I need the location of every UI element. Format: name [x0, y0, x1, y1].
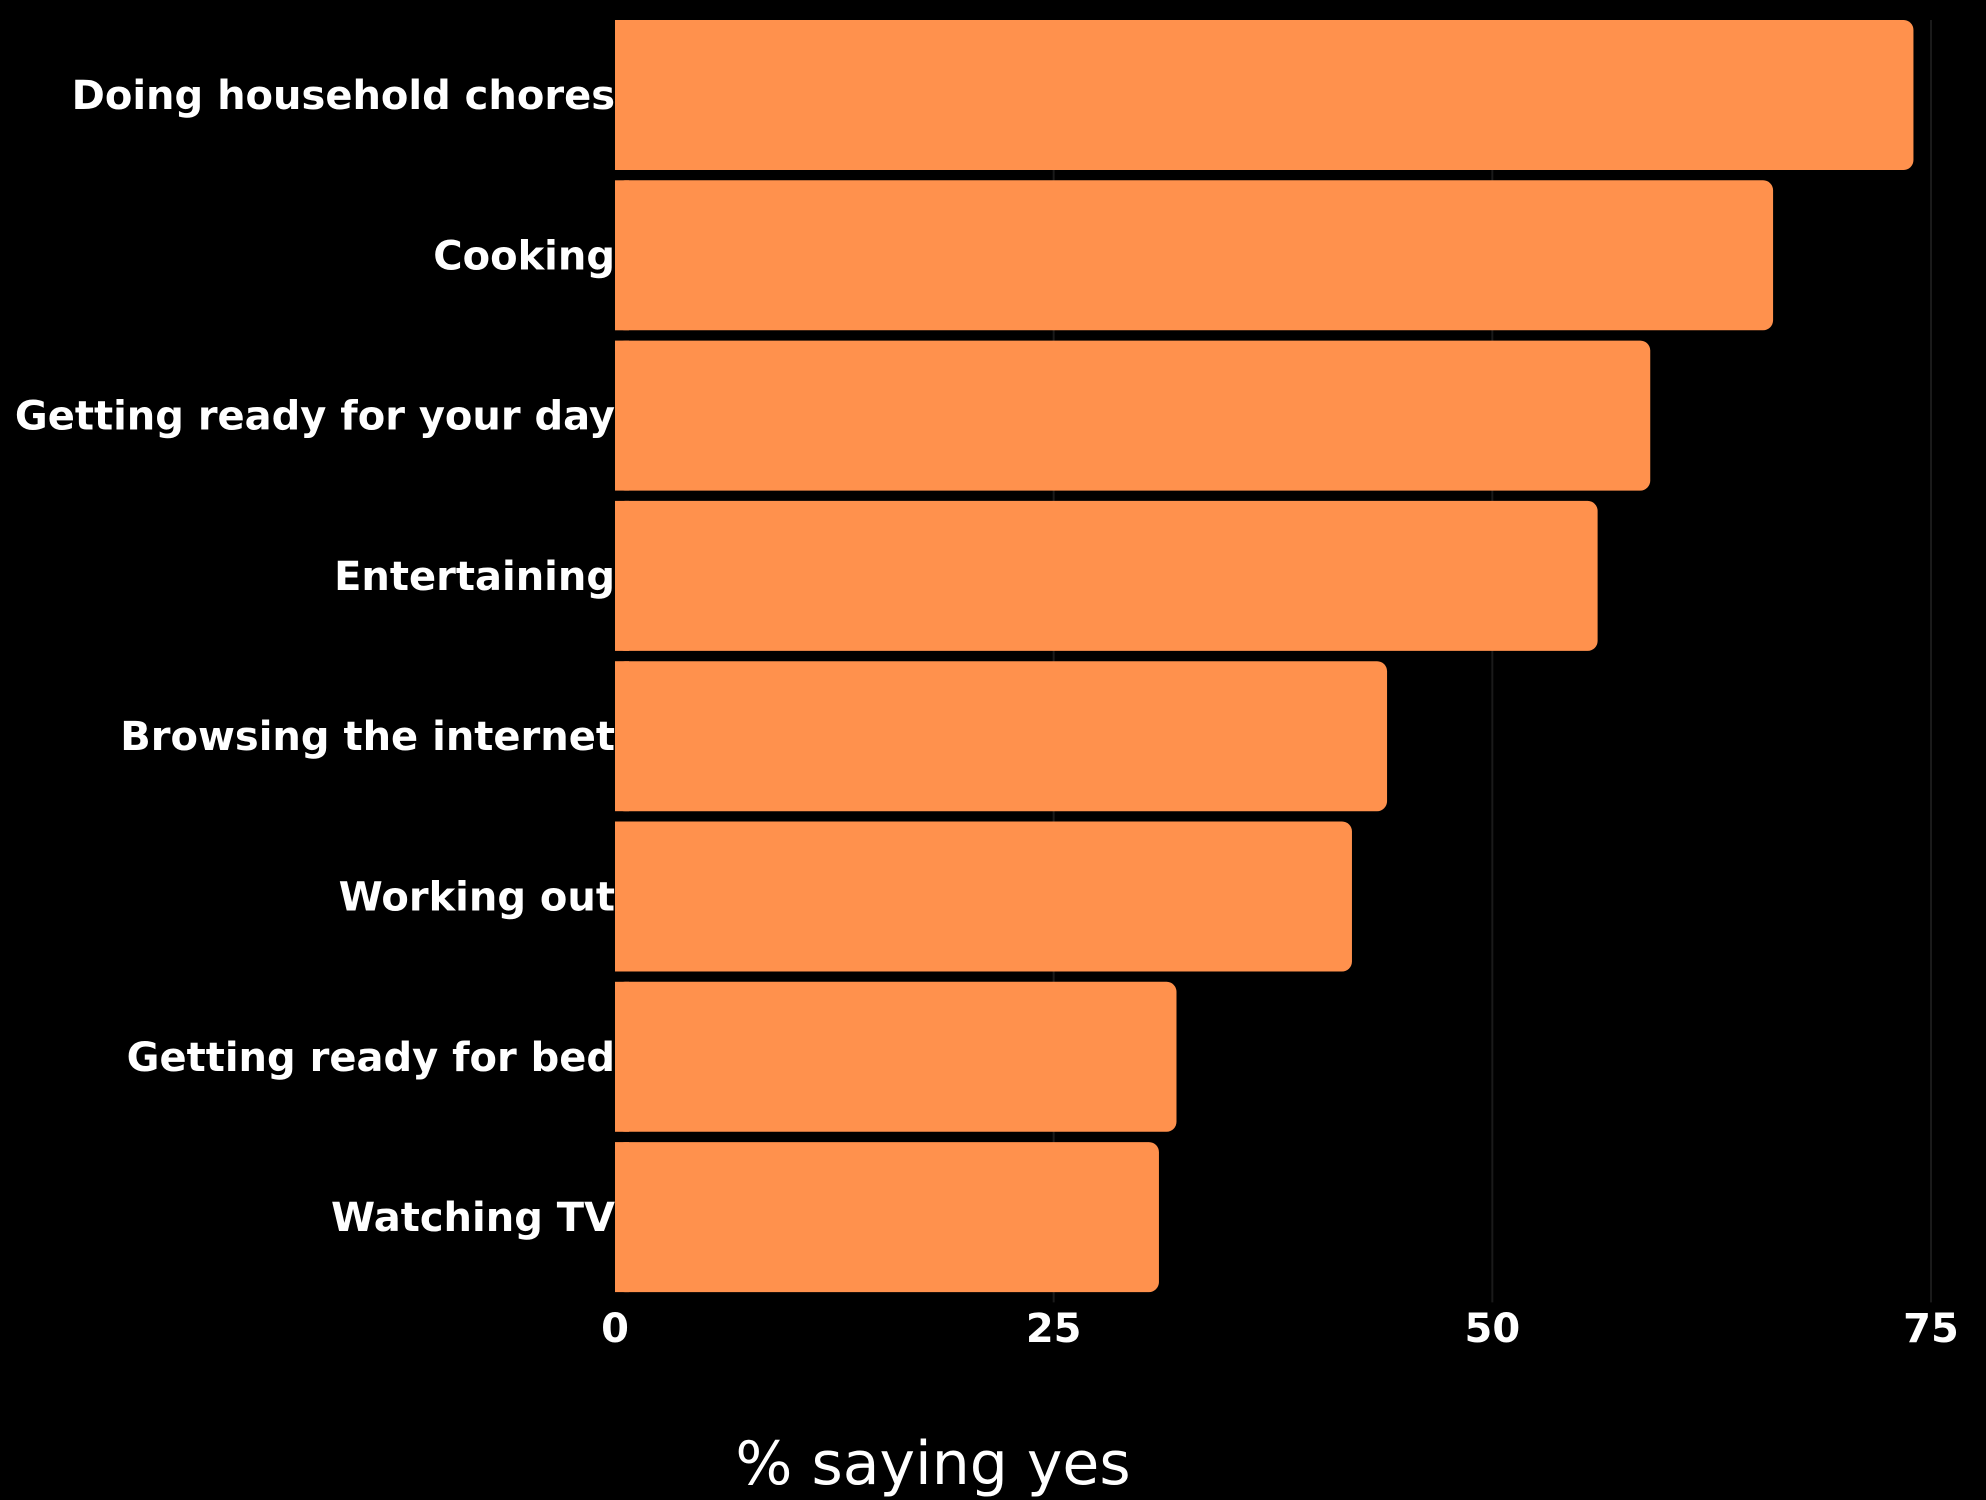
bar	[615, 661, 1388, 812]
x-tick-label: 0	[601, 1306, 629, 1352]
x-axis-title: % saying yes	[735, 1429, 1130, 1499]
bar	[615, 500, 1598, 651]
bar-base	[615, 500, 629, 651]
bar	[615, 1142, 1159, 1293]
x-tick-label: 25	[1026, 1306, 1082, 1352]
bar	[615, 20, 1914, 170]
category-label: Getting ready for bed	[127, 1035, 615, 1081]
bar-base	[615, 180, 629, 331]
bar	[615, 981, 1177, 1132]
category-labels: Doing household chores Cooking Getting rea…	[15, 73, 615, 1241]
category-label: Browsing the internet	[120, 714, 615, 760]
bar-base	[615, 821, 629, 972]
x-tick-label: 75	[1903, 1306, 1959, 1352]
category-label: Getting ready for your day	[15, 394, 615, 440]
category-label: Entertaining	[334, 554, 615, 600]
bar-base	[615, 1142, 629, 1293]
x-tick-label: 50	[1464, 1306, 1520, 1352]
bar-base	[615, 20, 629, 170]
bar	[615, 821, 1352, 972]
category-label: Cooking	[433, 233, 615, 279]
bar	[615, 340, 1651, 491]
bar-base	[615, 661, 629, 812]
bar-base	[615, 340, 629, 491]
x-axis-ticks: 0 25 50 75	[601, 1306, 1959, 1352]
bars	[615, 20, 1914, 1293]
category-label: Doing household chores	[72, 73, 615, 119]
category-label: Watching TV	[331, 1195, 615, 1241]
category-label: Working out	[339, 875, 615, 921]
bar	[615, 180, 1774, 331]
bar-base	[615, 981, 629, 1132]
